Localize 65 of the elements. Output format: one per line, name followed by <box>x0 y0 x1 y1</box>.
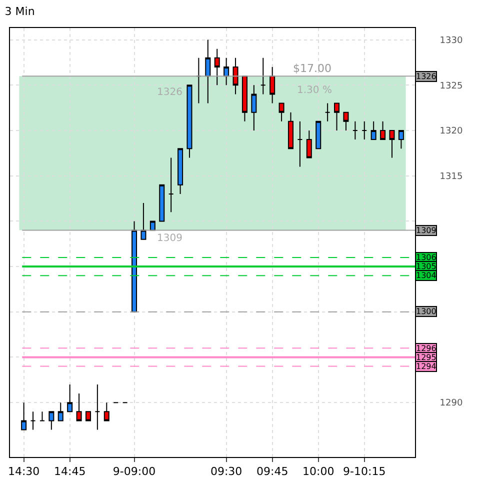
candlestick <box>278 102 284 122</box>
candlestick <box>389 130 395 158</box>
candlestick <box>251 84 257 131</box>
x-tick-label: 9-10:15 <box>343 465 386 478</box>
candlestick <box>205 39 211 104</box>
candlestick <box>85 411 91 422</box>
ref-line-label: 1305 <box>416 262 436 271</box>
candlestick <box>260 57 266 95</box>
candlestick <box>224 57 230 86</box>
candlestick <box>334 102 340 131</box>
candlestick <box>21 402 27 430</box>
ref-line-label: 1306 <box>416 253 436 262</box>
candlestick <box>39 411 45 422</box>
y-tick-label: 1325 <box>440 81 463 92</box>
candlestick <box>297 120 303 168</box>
candlestick <box>30 411 36 430</box>
candlestick <box>242 76 248 122</box>
candlestick <box>94 384 100 430</box>
y-tick-label: 1315 <box>440 172 463 182</box>
candlestick <box>324 102 330 122</box>
annotation: 1.30 % <box>297 85 332 96</box>
candlestick <box>150 220 156 231</box>
ref-line-label: 1300 <box>416 307 436 316</box>
y-tick-label: 1330 <box>440 36 463 46</box>
candlestick <box>398 130 404 150</box>
candlestick <box>306 130 312 158</box>
candlestick <box>370 120 376 140</box>
candlestick <box>232 57 238 95</box>
ref-line-label: 1294 <box>416 362 436 371</box>
annotation: 1326 <box>157 87 182 98</box>
ref-line-label: 1326 <box>416 72 436 81</box>
ref-line-label: 1295 <box>416 353 436 362</box>
chart-title: 3 Min <box>4 4 35 18</box>
candlestick <box>186 84 192 158</box>
x-tick-label: 9-09:00 <box>112 465 156 478</box>
annotation: 1309 <box>157 233 182 244</box>
candlestick <box>178 148 184 194</box>
x-tick-label: 10:00 <box>302 465 334 478</box>
candlestick <box>76 393 82 422</box>
x-tick-label: 14:30 <box>8 465 40 478</box>
candlestick <box>132 220 138 312</box>
candlestick <box>288 112 294 150</box>
x-tick-label: 14:45 <box>54 465 86 478</box>
candlestick <box>270 66 276 104</box>
candlestick <box>48 411 54 430</box>
candlestick <box>352 120 358 140</box>
ref-line-label: 1309 <box>416 226 436 235</box>
candlestick <box>104 402 110 422</box>
ref-line-label: 1304 <box>416 271 436 280</box>
ref-line-label: 1296 <box>416 344 436 353</box>
candlestick <box>343 112 349 131</box>
candlestick <box>316 120 322 150</box>
candlestick <box>58 402 64 422</box>
candlestick <box>362 120 368 140</box>
candlestick <box>168 157 174 213</box>
candlestick <box>159 184 165 222</box>
y-tick-label: 1290 <box>440 398 463 409</box>
y-tick-label: 1320 <box>440 126 463 137</box>
candlestick <box>214 48 220 86</box>
x-tick-label: 09:45 <box>256 465 288 478</box>
candlestick <box>380 120 386 140</box>
annotation: $17.00 <box>293 62 332 75</box>
candlestick <box>140 202 146 240</box>
x-tick-label: 09:30 <box>210 465 242 478</box>
candlestick <box>67 384 73 412</box>
